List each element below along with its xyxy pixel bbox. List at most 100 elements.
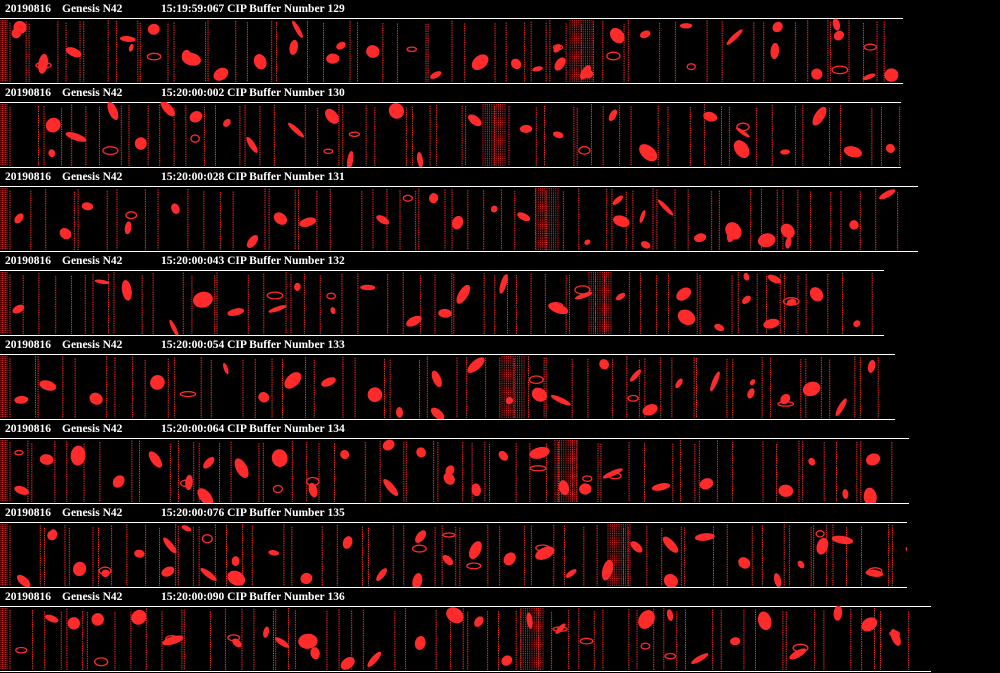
particle-shape [181, 49, 192, 63]
particle-shape [677, 309, 696, 326]
particle-shape [529, 446, 550, 459]
particle-shape [714, 323, 725, 332]
particle-shape [12, 304, 25, 314]
particle-shape [599, 359, 609, 370]
particle-shape [773, 573, 782, 588]
probe-name: Genesis N42 [62, 3, 123, 15]
particle-shape [456, 284, 471, 304]
probe-name: Genesis N42 [62, 171, 123, 183]
particle-shape [639, 210, 646, 223]
particle-shape [336, 41, 346, 50]
particle-shape [519, 124, 533, 133]
particle-image-strip [0, 606, 931, 672]
particle-shape [490, 205, 498, 213]
particle-shape [742, 295, 751, 304]
particle-shape [789, 648, 807, 660]
particle-shape [501, 655, 513, 666]
particle-shape [201, 534, 213, 544]
buffer-timestamp: 15:20:00:076 [161, 507, 225, 519]
particle-shape [102, 146, 119, 156]
particle-shape [402, 194, 413, 202]
probe-name: Genesis N42 [62, 339, 123, 351]
particle-shape [284, 372, 302, 389]
particle-shape [292, 20, 303, 38]
particle-shape [558, 480, 570, 496]
particle-shape [664, 652, 677, 660]
buffer-number: 134 [327, 423, 345, 435]
particle-shape [725, 222, 742, 240]
particle-shape [866, 453, 881, 466]
particle-shape [552, 626, 568, 632]
particle-shape [179, 391, 197, 398]
probe-name: Genesis N42 [62, 87, 123, 99]
cip-buffer-129: 20190816 Genesis N42 15:19:59:067 CIP Buff… [0, 1, 1000, 85]
particle-shape [609, 27, 625, 44]
particle-shape [227, 634, 241, 642]
particle-shape [128, 43, 134, 52]
particle-shape [65, 132, 87, 142]
particle-shape [366, 45, 380, 58]
particle-shape [578, 146, 591, 155]
particle-shape [412, 573, 423, 588]
particle-shape [231, 556, 240, 567]
particle-shape [416, 447, 426, 458]
particle-shape [802, 381, 821, 397]
particle-shape [583, 69, 594, 79]
cip-buffer-134: 20190816 Genesis N42 15:20:00:064 CIP Buff… [0, 421, 1000, 505]
particle-shape [325, 108, 339, 124]
particle-shape [905, 546, 907, 556]
particle-shape [200, 568, 217, 581]
particle-shape [169, 319, 179, 336]
particle-shape [223, 362, 229, 375]
particle-shape [14, 485, 29, 495]
particle-shape [268, 550, 280, 556]
particle-shape [574, 291, 593, 300]
particle-shape [529, 465, 547, 472]
buffer-number: 131 [327, 171, 345, 183]
particle-shape [395, 407, 404, 418]
buffer-header: 20190816 Genesis N42 15:20:00:076 CIP Buff… [5, 506, 345, 520]
particle-shape [383, 478, 399, 497]
particle-shape [579, 483, 592, 495]
buffer-timestamp: 15:20:00:064 [161, 423, 225, 435]
buffer-label: CIP Buffer Number [227, 3, 325, 15]
particle-shape [833, 30, 845, 41]
particle-shape [112, 475, 125, 488]
cip-buffer-136: 20190816 Genesis N42 15:20:00:090 CIP Buff… [0, 589, 1000, 673]
particle-shape [863, 487, 877, 504]
particle-shape [638, 610, 655, 629]
particle-shape [38, 53, 49, 74]
particle-shape [676, 287, 692, 301]
particle-shape [780, 223, 795, 239]
particle-shape [246, 235, 259, 248]
cip-buffer-130: 20190816 Genesis N42 15:20:00:002 CIP Buff… [0, 85, 1000, 169]
particle-shape [431, 370, 442, 388]
particle-shape [767, 274, 782, 284]
buffer-header: 20190816 Genesis N42 15:20:00:054 CIP Buff… [5, 338, 345, 352]
particle-shape [452, 215, 464, 230]
particle-shape [253, 54, 267, 70]
buffer-number: 132 [327, 255, 345, 267]
particle-shape [780, 149, 791, 155]
particle-shape [151, 377, 163, 386]
particle-shape [582, 475, 593, 482]
particle-shape [411, 544, 427, 553]
particle-shape [272, 484, 284, 494]
particle-shape [147, 23, 160, 35]
particle-shape [360, 284, 376, 291]
particle-shape [738, 557, 751, 569]
particle-shape [45, 614, 59, 623]
particle-shape [310, 647, 320, 660]
particle-shape [554, 57, 566, 71]
particle-shape [666, 609, 674, 621]
particle-shape [326, 292, 337, 300]
particle-shape [889, 630, 901, 637]
particle-shape [258, 392, 270, 403]
particle-shape [565, 569, 577, 578]
particle-shape [124, 221, 132, 235]
particle-shape [552, 131, 564, 139]
particle-shape [65, 47, 82, 58]
buffer-timestamp: 15:20:00:054 [161, 339, 225, 351]
particle-shape [430, 71, 442, 79]
